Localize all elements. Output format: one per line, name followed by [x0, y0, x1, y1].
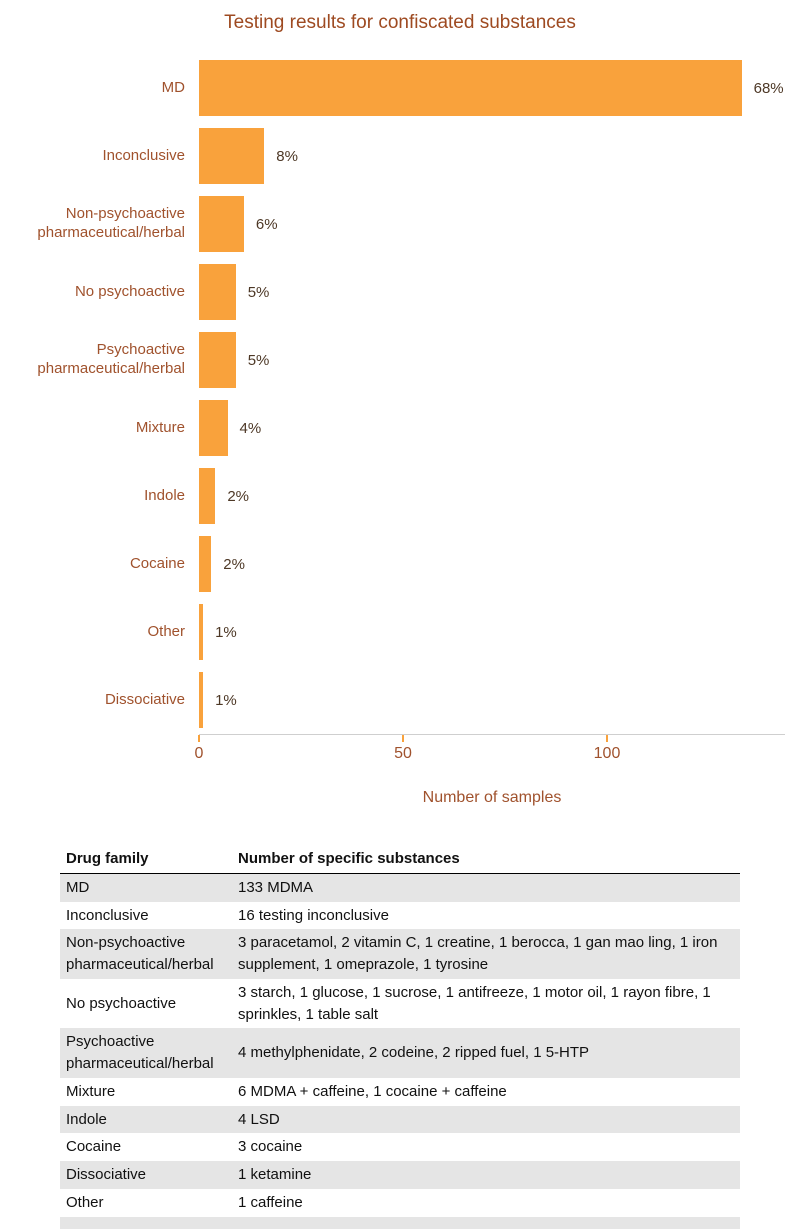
- bar-category-label: Inconclusive: [102, 146, 185, 164]
- x-tick-label: 0: [194, 745, 204, 762]
- bar-plot-area: 5%: [199, 264, 800, 320]
- bar-value-label: 2%: [223, 555, 245, 573]
- table-row: Cocaine 3 cocaine: [60, 1133, 740, 1161]
- cell-drug-family: Other: [66, 1193, 104, 1211]
- bar-plot-area: 4%: [199, 400, 800, 456]
- bar-plot-area: 1%: [199, 672, 800, 728]
- bar: [199, 332, 236, 388]
- bar: [199, 128, 265, 184]
- cell-substances: 1 ketamine: [238, 1166, 312, 1183]
- bar-plot-area: 8%: [199, 128, 800, 184]
- bar-category-label: Other: [147, 622, 185, 640]
- bar-category-label: Psychoactive pharmaceutical/herbal: [37, 341, 185, 377]
- cell-substances: 133 MDMA: [238, 878, 314, 896]
- bar-category-label: MD: [161, 78, 185, 96]
- table-row: No psychoactive 3 starch, 1 glucose, 1 su…: [60, 979, 740, 1029]
- bar: [199, 196, 244, 252]
- bar-chart: Testing results for confiscated substanc…: [0, 12, 800, 806]
- table-header-substances: Number of specific substances: [238, 850, 460, 867]
- x-tick-label: 100: [593, 745, 621, 762]
- bar: [199, 468, 216, 524]
- bar: [199, 604, 204, 660]
- bar-plot-area: 68%: [199, 60, 800, 116]
- bar-row: Mixture 4%: [0, 394, 800, 462]
- cell-drug-family: Psychoactive pharmaceutical/herbal: [66, 1033, 214, 1072]
- bar-value-label: 6%: [255, 215, 278, 233]
- cell-substances: 6 MDMA + caffeine, 1 cocaine + caffeine: [238, 1082, 507, 1100]
- table-row: Psychoactive pharmaceutical/herbal 4 meth…: [60, 1028, 740, 1078]
- bar-plot-area: 6%: [199, 196, 800, 252]
- bar-value-label: 5%: [247, 351, 270, 369]
- cell-drug-family: Mixture: [66, 1082, 116, 1100]
- bar-category-label: Indole: [144, 486, 185, 504]
- bar-value-label: 8%: [276, 147, 298, 165]
- bar-value-label: 5%: [247, 283, 270, 301]
- bar-value-label: 4%: [239, 419, 262, 437]
- bar-row: Other 1%: [0, 598, 800, 666]
- bar-row: Psychoactive pharmaceutical/herbal 5%: [0, 326, 800, 394]
- bar-category-label: Mixture: [135, 418, 185, 436]
- cell-drug-family: Dissociative: [66, 1166, 147, 1183]
- x-tick-label: 50: [394, 745, 412, 762]
- cell-substances: 4 LSD: [238, 1110, 280, 1128]
- chart-title: Testing results for confiscated substanc…: [224, 12, 576, 33]
- x-tick-mark: [606, 735, 608, 742]
- bar-plot-area: 2%: [199, 468, 800, 524]
- cell-substances: 3 starch, 1 glucose, 1 sucrose, 1 antifr…: [238, 983, 711, 1023]
- cell-drug-family: Non-psychoactive pharmaceutical/herbal: [66, 934, 214, 973]
- bar-category-label: Cocaine: [129, 554, 185, 572]
- cell-substances: 3 paracetamol, 2 vitamin C, 1 creatine, …: [238, 934, 718, 973]
- bar-row: No psychoactive 5%: [0, 258, 800, 326]
- cell-drug-family: MD: [66, 878, 90, 896]
- cell-substances: 4 methylphenidate, 2 codeine, 2 ripped f…: [238, 1044, 590, 1062]
- table-footer-strip: [60, 1216, 740, 1229]
- bar: [199, 264, 236, 320]
- bar: [199, 60, 742, 116]
- cell-substances: 16 testing inconclusive: [238, 906, 389, 924]
- bar-value-label: 1%: [215, 623, 237, 641]
- bar-row: Non-psychoactive pharmaceutical/herbal 6%: [0, 190, 800, 258]
- substance-table: Drug family Number of specific substance…: [60, 845, 740, 1217]
- bar: [199, 672, 204, 728]
- table-row: Mixture 6 MDMA + caffeine, 1 cocaine + ca…: [60, 1078, 740, 1106]
- cell-drug-family: Indole: [66, 1110, 107, 1128]
- table-row: MD 133 MDMA: [60, 873, 740, 902]
- table-row: Dissociative 1 ketamine: [60, 1161, 740, 1189]
- cell-substances: 3 cocaine: [238, 1138, 303, 1156]
- bar-row: Cocaine 2%: [0, 530, 800, 598]
- bar-plot-area: 2%: [199, 536, 800, 592]
- bar-plot-area: 1%: [199, 604, 800, 660]
- bar-row: MD 68%: [0, 54, 800, 122]
- cell-drug-family: Cocaine: [66, 1138, 122, 1156]
- table-header-family: Drug family: [66, 850, 149, 867]
- table-row: Indole 4 LSD: [60, 1105, 740, 1134]
- x-axis: 0 50 100: [195, 734, 785, 781]
- bar-value-label: 68%: [753, 79, 784, 97]
- cell-drug-family: No psychoactive: [66, 994, 177, 1012]
- bar-row: Dissociative 1%: [0, 666, 800, 734]
- bar-category-label: Dissociative: [104, 690, 185, 708]
- x-tick-mark: [198, 735, 200, 742]
- bar-row: Indole 2%: [0, 462, 800, 530]
- table-row: Other 1 caffeine: [60, 1189, 740, 1217]
- bar: [199, 536, 212, 592]
- bar: [199, 400, 228, 456]
- bar-row: Inconclusive 8%: [0, 122, 800, 190]
- cell-substances: 1 caffeine: [238, 1193, 303, 1211]
- table-header-row: Drug family Number of specific substance…: [60, 845, 740, 874]
- x-axis-label: Number of samples: [422, 789, 562, 806]
- bar-value-label: 2%: [227, 487, 249, 505]
- bar-category-label: No psychoactive: [74, 282, 185, 300]
- cell-drug-family: Inconclusive: [66, 906, 149, 924]
- bar-category-label: Non-psychoactive pharmaceutical/herbal: [37, 205, 185, 241]
- bar-value-label: 1%: [215, 691, 237, 709]
- x-tick-mark: [402, 735, 404, 742]
- table-row: Non-psychoactive pharmaceutical/herbal 3 …: [60, 929, 740, 979]
- table-body: MD 133 MDMA Inconclusive 16 testing inconcl…: [60, 873, 740, 1217]
- bar-rows: MD 68% Inconclusive 8% Non-psychoactive phar…: [0, 54, 800, 734]
- table-row: Inconclusive 16 testing inconclusive: [60, 902, 740, 930]
- bar-plot-area: 5%: [199, 332, 800, 388]
